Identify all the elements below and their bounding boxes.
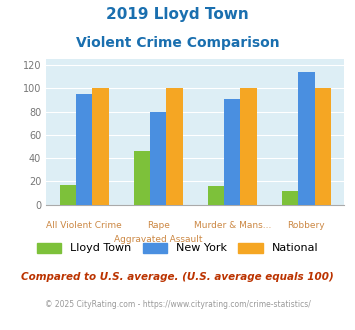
Text: 2019 Lloyd Town: 2019 Lloyd Town bbox=[106, 7, 249, 21]
Bar bbox=[282, 191, 298, 205]
Bar bbox=[92, 88, 109, 205]
Text: Compared to U.S. average. (U.S. average equals 100): Compared to U.S. average. (U.S. average … bbox=[21, 272, 334, 282]
Bar bbox=[134, 151, 150, 205]
Bar bbox=[315, 88, 331, 205]
Bar bbox=[60, 185, 76, 205]
Text: Aggravated Assault: Aggravated Assault bbox=[114, 235, 202, 244]
Bar bbox=[150, 112, 166, 205]
Legend: Lloyd Town, New York, National: Lloyd Town, New York, National bbox=[33, 238, 322, 258]
Bar bbox=[76, 94, 92, 205]
Bar bbox=[208, 186, 224, 205]
Bar bbox=[240, 88, 257, 205]
Bar bbox=[166, 88, 183, 205]
Text: Rape: Rape bbox=[147, 221, 170, 230]
Text: Robbery: Robbery bbox=[288, 221, 325, 230]
Text: © 2025 CityRating.com - https://www.cityrating.com/crime-statistics/: © 2025 CityRating.com - https://www.city… bbox=[45, 300, 310, 309]
Bar bbox=[298, 72, 315, 205]
Text: Murder & Mans...: Murder & Mans... bbox=[193, 221, 271, 230]
Text: All Violent Crime: All Violent Crime bbox=[46, 221, 122, 230]
Text: Violent Crime Comparison: Violent Crime Comparison bbox=[76, 36, 279, 50]
Bar bbox=[224, 99, 240, 205]
